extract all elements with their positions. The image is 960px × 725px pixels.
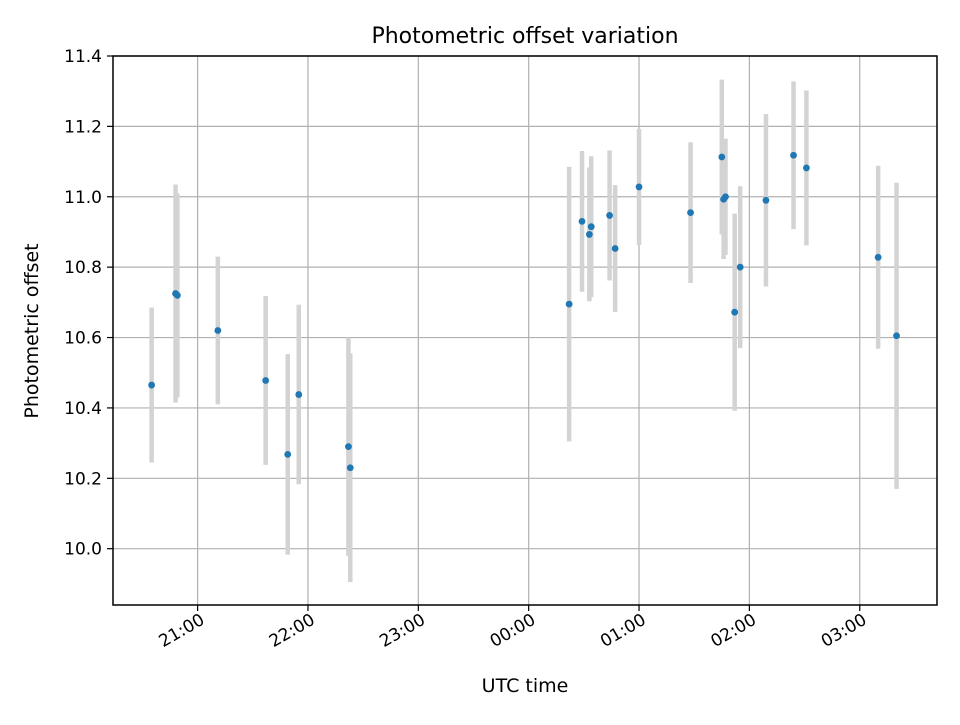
data-point (148, 381, 156, 389)
y-tick-label: 10.0 (64, 540, 102, 560)
data-point (284, 450, 292, 458)
data-point (736, 263, 744, 271)
data-point (295, 391, 303, 398)
data-point (790, 151, 797, 159)
data-point (262, 377, 270, 384)
x-axis-label: UTC time (482, 675, 569, 697)
grid-lines (113, 55, 937, 605)
data-point (587, 223, 595, 231)
y-tick-label: 10.2 (64, 469, 102, 489)
data-point (893, 332, 900, 340)
y-tick-label: 10.6 (64, 329, 102, 349)
data-points (148, 151, 900, 472)
y-tick-label: 11.0 (64, 188, 102, 208)
data-point (803, 164, 810, 172)
y-tick-label: 10.8 (64, 258, 102, 278)
data-point (214, 327, 222, 334)
y-tick-label: 11.4 (64, 47, 102, 67)
data-point (718, 153, 726, 161)
y-tick-label: 11.2 (64, 117, 102, 137)
data-point (635, 183, 643, 191)
data-point (762, 196, 770, 204)
chart-title: Photometric offset variation (371, 24, 678, 49)
data-point (585, 231, 593, 238)
data-point (346, 464, 354, 472)
data-point (874, 253, 882, 261)
data-point (345, 443, 352, 451)
y-tick-label: 10.4 (64, 399, 102, 419)
data-point (173, 291, 181, 299)
plot-frame (112, 55, 938, 606)
data-point (687, 209, 694, 217)
data-point (722, 193, 729, 201)
data-point (611, 245, 619, 252)
data-point (578, 218, 586, 225)
data-point (565, 300, 573, 308)
data-point (606, 212, 614, 219)
y-axis-label: Photometric offset (21, 243, 43, 418)
data-point (731, 308, 739, 316)
